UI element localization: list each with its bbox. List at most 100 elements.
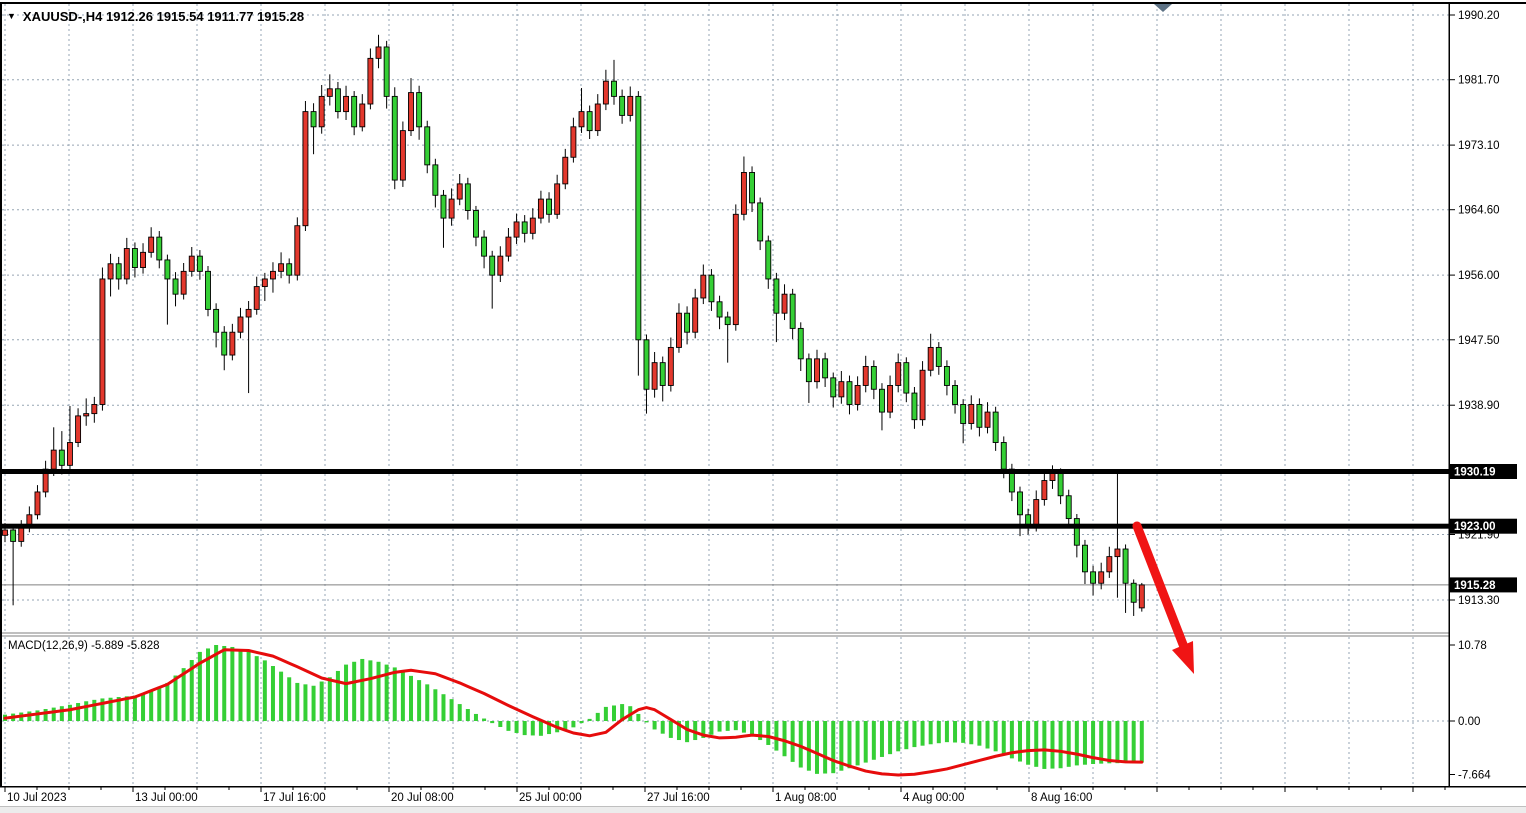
candle-bullish [123,248,130,280]
macd-histogram-bar [660,721,665,734]
candle-bullish [667,346,674,386]
macd-axis-label: 10.78 [1458,640,1487,652]
time-axis-label: 10 Jul 2023 [7,792,66,804]
candle-bearish [205,270,211,310]
candle-bearish [424,126,431,166]
price-tag-box [1450,464,1517,479]
macd-histogram-bar [798,721,803,768]
macd-histogram-bar [157,686,162,721]
candle-bearish [976,404,983,428]
macd-histogram-bar [295,682,300,721]
trend-arrow-shaft[interactable] [1132,521,1189,652]
candle-bearish [960,404,967,424]
left-border [0,2,2,786]
macd-histogram-bar [84,701,89,721]
candle-bearish [196,255,203,272]
macd-histogram-bar [620,704,625,721]
candle-bearish [684,312,691,333]
candle-bearish [765,240,772,280]
macd-histogram-bar [1066,721,1071,767]
macd-histogram-bar [985,721,990,749]
candle-bullish [408,92,414,132]
price-axis-label: 1990.20 [1458,10,1500,22]
candle-bullish [887,385,894,413]
candle-bullish [1098,571,1105,584]
candle-bullish [148,236,155,253]
candle-bearish [221,331,228,356]
macd-histogram-bar [59,706,64,721]
candle-bullish [1106,556,1113,573]
candle-bearish [464,183,471,211]
candle-bearish [879,388,885,413]
macd-histogram-bar [1050,721,1055,769]
macd-histogram-bar [376,661,381,721]
trend-arrow-head[interactable] [1172,641,1194,674]
candle-bullish [188,255,195,272]
macd-histogram-bar [863,721,868,763]
candle-bearish [489,255,496,276]
macd-histogram-bar [701,721,706,738]
macd-histogram-bar [1131,721,1136,763]
macd-histogram-bar [230,646,235,721]
macd-axis-label: -7.664 [1458,770,1491,782]
price-tag-label: 1923.00 [1454,521,1496,533]
price-tag-box [1450,577,1517,593]
candle-bullish [627,95,634,116]
macd-histogram-bar [400,671,405,721]
time-axis-label: 1 Aug 08:00 [775,792,836,804]
macd-histogram-bar [67,704,72,721]
candle-bullish [732,213,739,326]
macd-histogram-bar [644,721,649,723]
candle-bearish [822,358,829,379]
candle-bullish [537,198,544,219]
macd-histogram-bar [189,660,194,721]
macd-histogram-bar [538,721,543,736]
candle-bearish [903,362,910,394]
macd-histogram-bar [482,718,487,721]
candle-bullish [529,217,536,234]
macd-histogram-bar [360,658,365,721]
macd-histogram-bar [603,706,608,721]
candle-bearish [789,293,796,329]
macd-histogram-bar [766,721,771,745]
macd-histogram-bar [595,712,600,721]
macd-histogram-bar [108,697,113,721]
candle-bullish [75,415,82,443]
macd-histogram-bar [741,721,746,733]
macd-histogram-bar [1042,721,1047,769]
candle-bearish [757,202,764,242]
candle-bearish [1065,495,1072,520]
candle-bullish [1138,584,1145,609]
candle-bearish [334,88,341,113]
macd-histogram-bar [1058,721,1063,769]
candle-bullish [968,404,975,424]
candle-bullish [919,369,926,421]
resistance-level-line[interactable] [2,468,1449,474]
candle-bearish [797,327,804,360]
macd-histogram-bar [449,699,454,721]
support-level-line[interactable] [2,523,1449,529]
candle-bearish [935,346,942,367]
candle-bearish [131,248,138,269]
macd-histogram-bar [888,721,893,755]
indicator-label: MACD(12,26,9) -5.889 -5.828 [8,640,160,652]
candle-bearish [773,278,780,314]
candle-bearish [805,358,812,383]
macd-histogram-bar [238,649,243,721]
symbol-dropdown-icon: ▼ [7,11,16,21]
price-tag-label: 1915.28 [1454,580,1496,592]
macd-histogram-bar [993,721,998,752]
macd-histogram-bar [839,721,844,771]
candle-bullish [456,183,463,200]
macd-histogram-bar [206,648,210,721]
symbol-ohlc-title: ▼ XAUUSD-,H4 1912.26 1915.54 1911.77 191… [7,9,304,24]
macd-histogram-bar [92,699,97,721]
macd-histogram-bar [173,675,178,721]
macd-histogram-bar [441,694,446,721]
candle-bearish [546,198,552,215]
macd-histogram-bar [725,721,730,731]
chart-shift-marker-icon[interactable] [1154,4,1172,12]
macd-histogram-bar [384,664,389,721]
